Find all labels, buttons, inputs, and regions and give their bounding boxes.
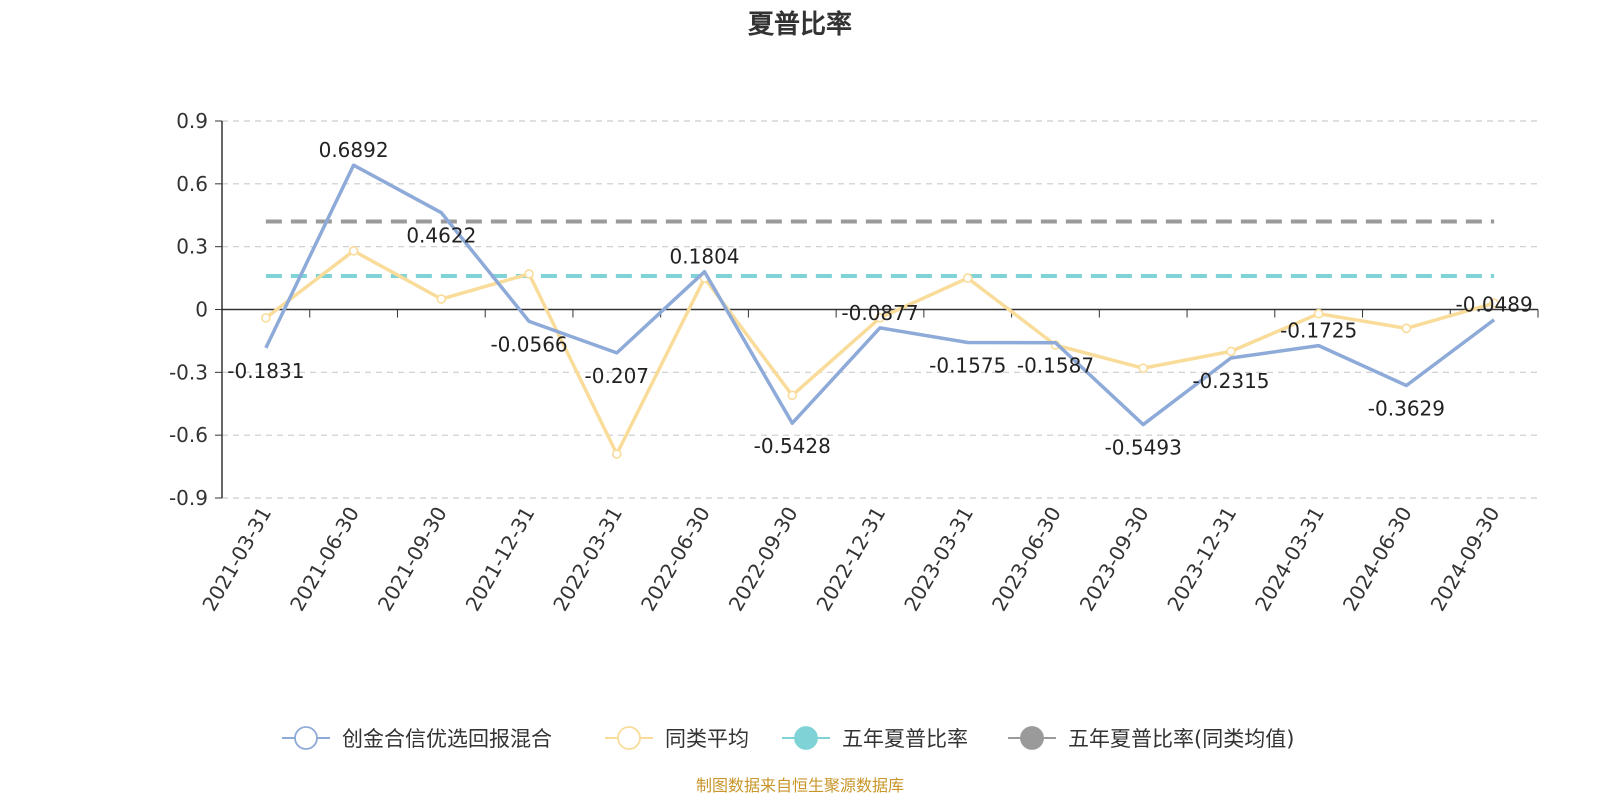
x-tick-label: 2021-06-30 [285,503,364,616]
data-label: -0.1587 [1017,354,1094,378]
series-lines [261,163,1499,459]
data-point [1138,363,1148,373]
legend-marker [294,726,318,750]
data-point [1401,323,1412,334]
y-tick-label: -0.6 [169,423,208,447]
x-tick-label: 2022-06-30 [636,503,715,616]
data-point [875,313,885,323]
data-label: -0.2315 [1192,369,1269,393]
data-point [787,390,798,401]
y-tick-label: -0.3 [169,360,208,384]
x-tick-label: 2023-09-30 [1075,503,1154,616]
legend-label: 五年夏普比率(同类均值) [1068,727,1294,751]
legend-marker [794,726,818,750]
legend-marker [617,726,641,750]
data-label: -0.3629 [1368,397,1445,421]
data-label: -0.1831 [227,359,304,383]
data-label: -0.0566 [490,332,567,356]
data-labels: -0.1831 0.6892 0.4622 -0.0566 -0.207 0.1804 -0… [227,138,1532,459]
data-point [962,273,973,283]
series-line [264,249,1495,456]
legend-marker [1020,726,1044,750]
data-point [436,294,447,304]
legend-label: 创金合信优选回报混合 [342,727,552,751]
y-tick-label: 0.3 [176,235,208,259]
legend-label: 五年夏普比率 [842,727,968,751]
data-label: -0.5428 [754,434,831,458]
reference-lines [265,219,1495,278]
data-point [524,269,534,279]
x-tick-label: 2022-12-31 [811,503,890,616]
x-tick-label: 2024-03-31 [1250,503,1329,616]
data-source-note: 制图数据来自恒生聚源数据库 [696,776,904,795]
data-label: 0.1804 [670,245,740,269]
data-label: -0.207 [585,364,649,388]
x-tick-label: 2023-06-30 [987,503,1066,616]
chart-title: 夏普比率 [748,9,852,40]
data-point [1489,298,1499,309]
data-point [261,313,271,323]
legend-label: 同类平均 [665,727,749,751]
data-label: -0.1575 [929,353,1006,377]
data-point [611,449,622,459]
x-tick-label: 2023-03-31 [899,503,978,616]
x-tick-label: 2021-03-31 [197,503,276,616]
x-tick-label: 2024-06-30 [1338,503,1417,616]
data-label: -0.0489 [1456,293,1533,317]
x-tick-label: 2021-12-31 [460,503,539,616]
data-label: -0.0877 [841,301,918,325]
x-tick-label: 2023-12-31 [1162,503,1241,616]
y-tick-label: 0.9 [176,109,208,133]
x-tick-label: 2021-09-30 [373,503,452,616]
x-tick-label: 2022-09-30 [724,503,803,616]
data-point [1226,346,1236,357]
x-tick-label: 2022-03-31 [548,503,627,616]
data-point [1313,308,1324,319]
legend[interactable]: 创金合信优选回报混合 同类平均 五年夏普比率 五年夏普比率(同类均值) [282,726,1294,751]
data-label: 0.4622 [406,224,476,248]
data-label: 0.6892 [319,138,389,162]
y-tick-label: 0.6 [176,172,208,196]
data-label: -0.5493 [1105,436,1182,460]
series-line [264,163,1496,427]
data-point [348,246,359,256]
x-tick-label: 2024-09-30 [1426,503,1505,616]
data-label: -0.1725 [1280,319,1357,343]
y-tick-label: 0 [195,298,208,322]
y-tick-label: -0.9 [169,486,208,510]
